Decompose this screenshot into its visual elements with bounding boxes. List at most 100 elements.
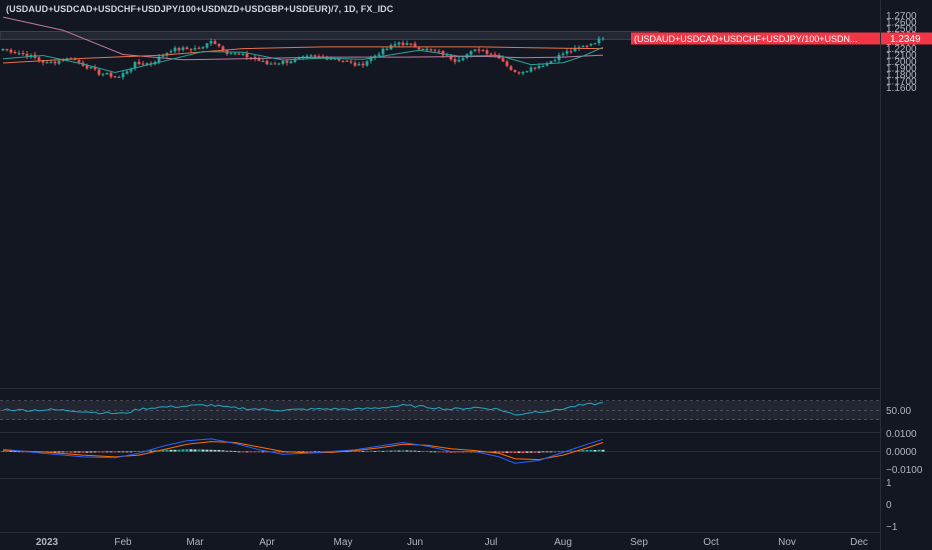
- candle: [525, 71, 529, 73]
- candle: [405, 43, 409, 45]
- candle: [257, 59, 261, 61]
- candle: [517, 72, 521, 74]
- candle: [573, 47, 577, 52]
- candle: [197, 47, 201, 49]
- candle: [401, 42, 405, 45]
- candle: [357, 64, 361, 66]
- candle: [349, 61, 353, 63]
- candle: [177, 48, 181, 51]
- candle: [453, 59, 457, 62]
- macd-bar: [57, 451, 61, 453]
- macd-bar: [277, 451, 281, 453]
- macd-bar: [181, 449, 185, 452]
- candle: [113, 76, 117, 78]
- macd-bar: [121, 451, 125, 453]
- macd-bar: [581, 450, 585, 452]
- candle: [601, 38, 605, 40]
- candle: [593, 43, 597, 45]
- candle: [101, 74, 105, 76]
- candle: [277, 63, 281, 65]
- macd-bar: [389, 450, 393, 452]
- candle: [129, 68, 133, 72]
- candle: [133, 62, 137, 69]
- candle: [269, 63, 273, 65]
- candle: [429, 49, 433, 51]
- macd-bar: [161, 449, 165, 452]
- macd-bar: [193, 449, 197, 452]
- candle: [213, 41, 217, 44]
- candle: [377, 54, 381, 57]
- candle: [437, 51, 441, 53]
- candle: [489, 53, 493, 55]
- macd-bar: [501, 451, 505, 453]
- macd-bar: [1, 451, 5, 452]
- macd-bar: [313, 451, 317, 453]
- candle: [485, 50, 489, 54]
- macd-bar: [449, 451, 453, 453]
- macd-bar: [585, 449, 589, 452]
- macd-bar: [105, 451, 109, 453]
- candle: [241, 53, 245, 55]
- price-tick-label: 1.2100: [886, 50, 917, 61]
- candle: [25, 53, 29, 57]
- price-tick-label: 1.1600: [886, 83, 917, 94]
- macd-bar: [221, 450, 225, 452]
- candle: [501, 58, 505, 62]
- candle: [433, 50, 437, 52]
- macd-bar: [69, 451, 73, 453]
- macd-tick-label: 0.0100: [886, 429, 917, 440]
- candle: [57, 60, 61, 64]
- candle: [585, 45, 589, 47]
- macd-bar: [253, 451, 257, 453]
- candle: [529, 67, 533, 72]
- macd-bar: [9, 451, 13, 452]
- candle: [137, 61, 141, 65]
- candle: [149, 63, 153, 65]
- candle: [441, 51, 445, 56]
- candle: [77, 60, 81, 63]
- macd-bar: [189, 449, 193, 452]
- macd-bar: [53, 451, 57, 453]
- macd-bar: [117, 451, 121, 453]
- macd-bar: [373, 450, 377, 452]
- macd-bar: [49, 451, 53, 453]
- candle: [229, 53, 233, 55]
- candle: [281, 60, 285, 64]
- osc-tick-label: −1: [886, 522, 898, 533]
- candle: [337, 58, 341, 61]
- candle: [341, 60, 345, 62]
- macd-bar: [529, 451, 533, 453]
- macd-bar: [129, 451, 133, 453]
- macd-bar: [197, 449, 201, 452]
- macd-bar: [225, 450, 229, 452]
- candle: [445, 54, 449, 56]
- macd-bar: [213, 449, 217, 452]
- price-tick-label: 1.2600: [886, 18, 917, 29]
- macd-bar: [165, 449, 169, 452]
- candle: [261, 61, 265, 63]
- rsi-tick-label: 50.00: [886, 406, 911, 417]
- candle: [417, 47, 421, 50]
- resistance-zone[interactable]: [0, 31, 659, 40]
- candle: [297, 57, 301, 60]
- macd-bar: [73, 451, 77, 453]
- macd-bar: [65, 451, 69, 453]
- macd-bar: [557, 451, 561, 453]
- macd-bar: [433, 451, 437, 453]
- time-tick-label: Mar: [186, 537, 204, 548]
- macd-bar: [85, 451, 89, 453]
- price-tick-label: 1.1900: [886, 63, 917, 74]
- price-tick-label: 1.1700: [886, 77, 917, 88]
- candle: [533, 67, 537, 69]
- macd-bar: [309, 451, 313, 453]
- price-tick-label: 1.2500: [886, 24, 917, 35]
- macd-bar: [153, 450, 157, 452]
- macd-bar: [241, 451, 245, 453]
- macd-bar: [429, 451, 433, 453]
- candle: [313, 55, 317, 57]
- macd-bar: [141, 450, 145, 452]
- rsi-line: [2, 402, 604, 416]
- macd-bar: [353, 451, 357, 452]
